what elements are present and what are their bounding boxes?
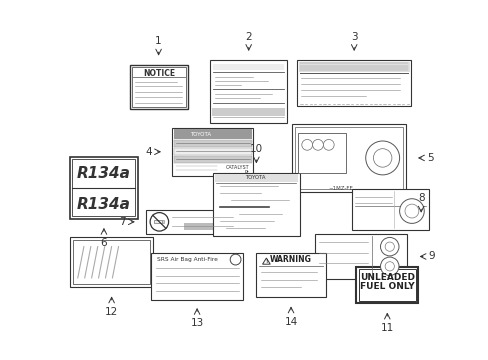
Bar bbox=[294, 127, 402, 189]
Text: CATALYST: CATALYST bbox=[225, 166, 249, 170]
Bar bbox=[358, 269, 415, 301]
Circle shape bbox=[312, 139, 323, 150]
Bar bbox=[70, 237, 153, 287]
Text: 11: 11 bbox=[380, 323, 393, 333]
Text: SRS Air Bag Anti-Fire: SRS Air Bag Anti-Fire bbox=[157, 257, 218, 262]
Bar bbox=[356, 266, 417, 303]
Bar bbox=[172, 128, 253, 176]
Bar bbox=[291, 124, 405, 192]
Text: UNLEADED: UNLEADED bbox=[359, 273, 414, 282]
Bar bbox=[174, 140, 251, 147]
Bar bbox=[298, 62, 409, 72]
Bar bbox=[213, 172, 299, 236]
Circle shape bbox=[301, 139, 312, 150]
Bar bbox=[256, 253, 325, 297]
Bar bbox=[174, 130, 251, 139]
Text: TOYOTA: TOYOTA bbox=[190, 132, 211, 137]
Bar bbox=[70, 157, 138, 219]
Bar bbox=[145, 210, 236, 234]
Bar bbox=[214, 174, 297, 182]
Text: 6: 6 bbox=[101, 238, 107, 248]
Bar bbox=[73, 240, 150, 284]
Text: ~1MZ-FE: ~1MZ-FE bbox=[328, 186, 353, 191]
Text: 7: 7 bbox=[119, 217, 125, 227]
Circle shape bbox=[150, 213, 168, 231]
Text: NOTICE: NOTICE bbox=[142, 69, 175, 78]
Circle shape bbox=[385, 242, 393, 251]
Text: Pt: Pt bbox=[244, 170, 249, 175]
Text: 4: 4 bbox=[145, 147, 151, 157]
Text: 8: 8 bbox=[417, 193, 424, 203]
Bar bbox=[174, 148, 251, 155]
Bar bbox=[297, 60, 410, 106]
Bar bbox=[174, 156, 251, 163]
Circle shape bbox=[399, 199, 424, 223]
Text: R134a: R134a bbox=[77, 166, 131, 181]
Bar bbox=[130, 65, 187, 109]
Text: 10: 10 bbox=[249, 144, 263, 154]
Bar bbox=[72, 159, 135, 216]
Bar bbox=[183, 223, 233, 230]
Text: 13: 13 bbox=[190, 318, 203, 328]
Bar bbox=[314, 234, 407, 279]
Bar bbox=[210, 60, 286, 123]
Bar bbox=[351, 189, 428, 230]
Circle shape bbox=[404, 204, 418, 218]
Circle shape bbox=[365, 141, 399, 175]
Text: 5: 5 bbox=[427, 153, 433, 163]
Text: R134a: R134a bbox=[77, 197, 131, 212]
Text: 14: 14 bbox=[284, 316, 297, 327]
Bar bbox=[162, 220, 163, 223]
Circle shape bbox=[380, 257, 398, 275]
Text: 2: 2 bbox=[245, 32, 251, 42]
Circle shape bbox=[373, 149, 391, 167]
Text: 9: 9 bbox=[428, 252, 435, 261]
Circle shape bbox=[385, 262, 393, 271]
Circle shape bbox=[380, 238, 398, 256]
Circle shape bbox=[230, 254, 241, 265]
Text: FUEL ONLY: FUEL ONLY bbox=[359, 282, 414, 291]
Bar bbox=[132, 67, 185, 107]
Bar bbox=[151, 253, 243, 300]
Text: WARNING: WARNING bbox=[270, 255, 311, 264]
Text: 3: 3 bbox=[350, 32, 357, 42]
Polygon shape bbox=[262, 258, 270, 264]
Bar bbox=[212, 108, 285, 116]
Text: !: ! bbox=[264, 259, 267, 264]
Circle shape bbox=[323, 139, 333, 150]
Bar bbox=[154, 220, 162, 223]
Text: TOYOTA: TOYOTA bbox=[245, 175, 266, 180]
Bar bbox=[297, 133, 345, 173]
Text: 12: 12 bbox=[105, 306, 118, 316]
Text: 1: 1 bbox=[155, 36, 162, 46]
